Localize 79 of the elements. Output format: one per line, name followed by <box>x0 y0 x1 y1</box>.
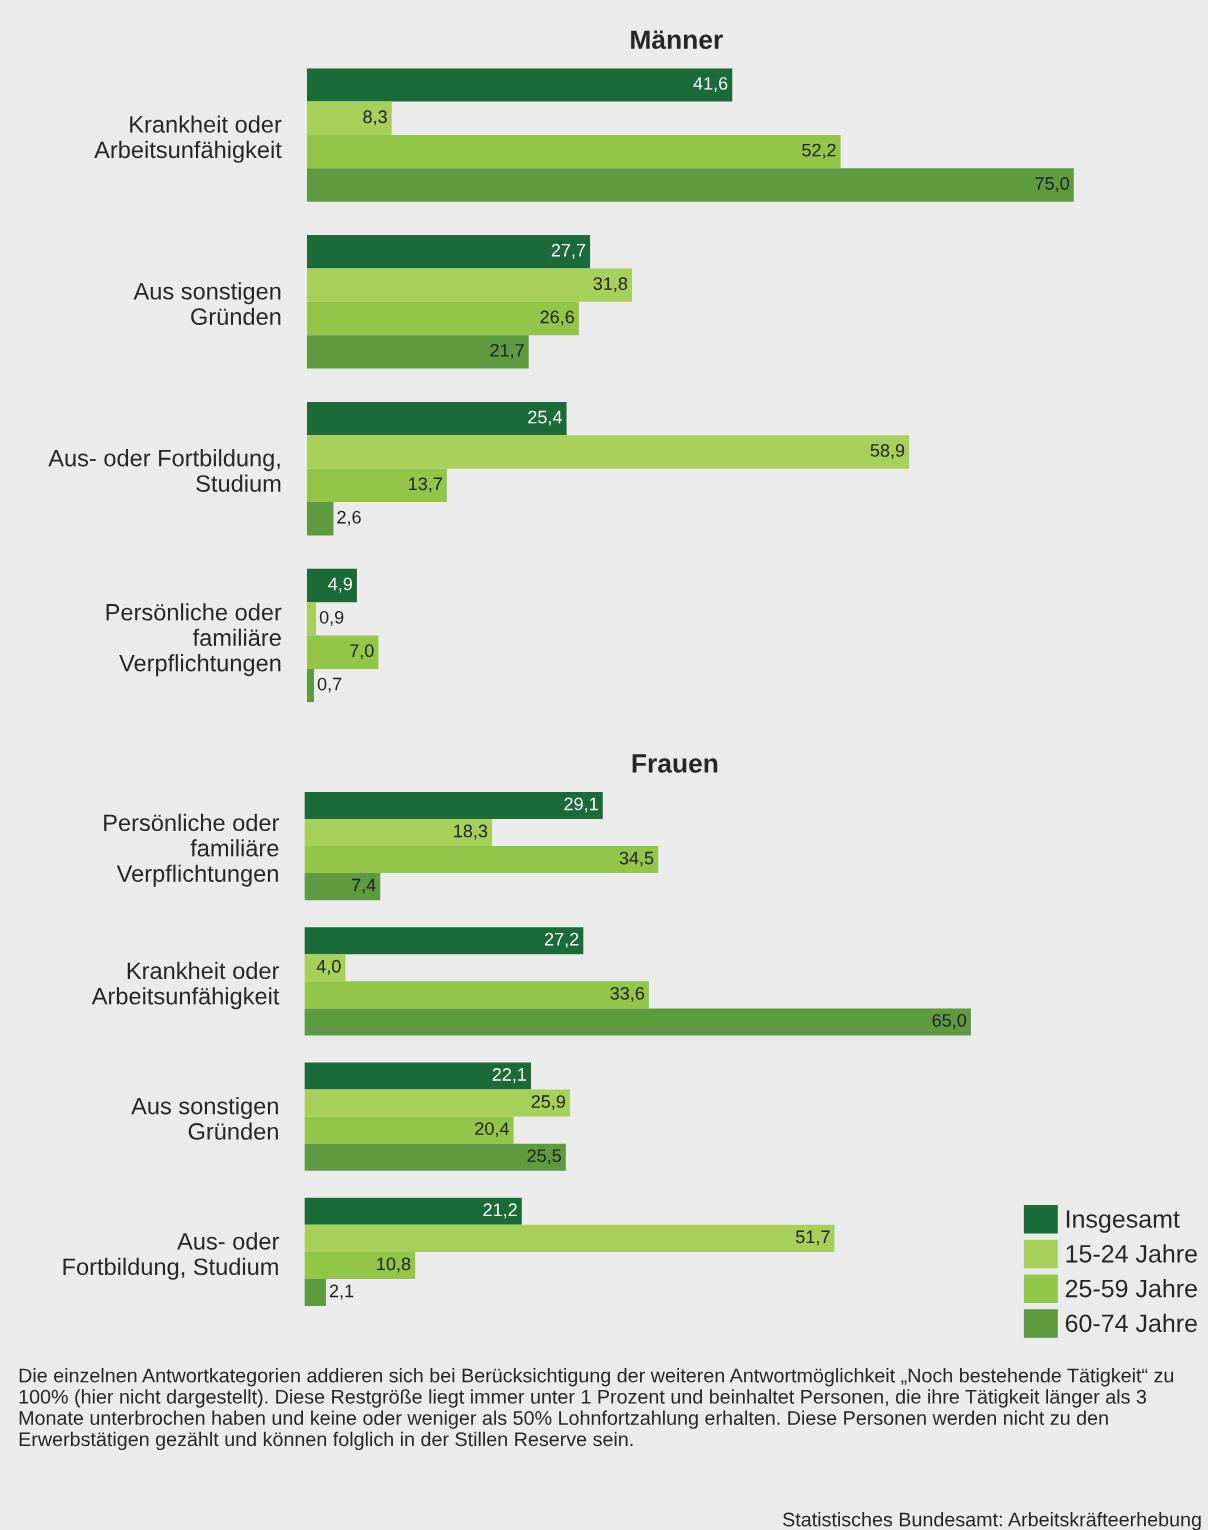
data-label: 4,9 <box>328 577 352 593</box>
bar <box>306 502 334 536</box>
y-tick-label: Aus sonstigen Gründen <box>133 282 281 326</box>
data-label: 0,9 <box>319 610 344 626</box>
chart-title: Frauen <box>632 754 718 773</box>
data-label: 51,7 <box>796 1230 830 1246</box>
data-label: 26,6 <box>540 310 574 326</box>
data-label: 31,8 <box>593 277 628 293</box>
legend-label: 25-59 Jahre <box>1065 1279 1197 1298</box>
data-label: 25,9 <box>531 1095 566 1111</box>
data-label: 33,6 <box>610 986 645 1002</box>
data-label: 7,0 <box>350 644 374 660</box>
bar <box>304 1089 570 1117</box>
bar <box>304 1278 326 1307</box>
data-label: 2,1 <box>329 1284 354 1300</box>
legend-label: Insgesamt <box>1066 1210 1180 1233</box>
bar <box>306 68 733 102</box>
bar <box>306 335 529 369</box>
data-label: 13,7 <box>409 477 442 493</box>
data-label: 21,7 <box>490 343 524 359</box>
bar <box>304 1197 522 1225</box>
bar <box>306 401 567 436</box>
bar <box>306 602 317 636</box>
text: Die einzelnen Antwortkategorien addieren sich bei Berücksichtigung der weiteren Antwortmöglichkeit „Noch bestehende Tätigkeit“ zu 100% (hier nicht dargestellt). Diese Restgröße liegt immer unter 1 Prozent und beinhaltet Personen, die ihre Tätigkeit länger als 3 Monate unterbrochen haben und keine oder weniger als 50% Lohnfortzahlung erhalten. Diese Personen werden nicht zu den Erwerbstätigen gezählt und können folglich in der Stillen Reserve sein. <box>19 1368 1174 1451</box>
chart-title: Männer <box>631 30 723 50</box>
bar <box>304 1251 416 1279</box>
bar <box>306 268 633 302</box>
data-label: 65,0 <box>932 1013 967 1029</box>
bar <box>306 435 910 469</box>
bar <box>304 1224 835 1252</box>
y-tick-label: Persönliche oder familiäre Verpflichtungen <box>106 603 282 677</box>
data-label: 25,4 <box>528 410 562 426</box>
data-label: 21,2 <box>483 1203 517 1219</box>
bar <box>306 668 314 703</box>
data-label: 10,8 <box>377 1257 411 1273</box>
data-label: 29,1 <box>564 797 598 813</box>
data-label: 2,6 <box>337 510 361 526</box>
data-label: 8,3 <box>363 110 387 126</box>
bar <box>306 468 447 503</box>
bar <box>304 1062 532 1090</box>
data-label: 41,6 <box>693 76 728 92</box>
bar <box>304 818 493 847</box>
y-tick-label: Krankheit oder Arbeitsunfähigkeit <box>91 961 280 1010</box>
bar <box>306 301 579 336</box>
bar <box>306 568 357 603</box>
bar <box>306 101 392 135</box>
data-label: 27,2 <box>544 932 579 948</box>
legend-label: 15-24 Jahre <box>1066 1244 1197 1263</box>
data-label: 7,4 <box>352 878 376 894</box>
bar <box>304 1116 514 1144</box>
data-label: 18,3 <box>454 824 488 840</box>
data-label: 25,5 <box>527 1149 562 1165</box>
bar <box>304 1008 971 1036</box>
y-tick-label: Aus- oder Fortbildung, Studium <box>48 449 281 492</box>
data-label: 4,0 <box>316 959 341 975</box>
data-label: 20,4 <box>475 1122 509 1138</box>
data-label: 34,5 <box>619 851 654 867</box>
bar <box>306 635 379 669</box>
data-label: 27,7 <box>551 243 586 259</box>
y-tick-label: Aus- oder Fortbildung, Studium <box>63 1232 280 1280</box>
bar <box>304 1143 566 1171</box>
data-label: 22,1 <box>492 1068 527 1083</box>
data-label: 58,9 <box>870 444 905 459</box>
data-label: 52,2 <box>802 143 836 159</box>
data-label: 0,7 <box>317 677 342 693</box>
data-label: 75,0 <box>1035 177 1069 193</box>
bar <box>304 981 649 1009</box>
bar <box>306 134 841 169</box>
y-tick-label: Aus sonstigen Gründen <box>131 1097 278 1140</box>
text: Statistisches Bundesamt: Arbeitskräfteerhebung <box>783 1512 1201 1530</box>
bar <box>304 873 381 901</box>
legend-label: 60-74 Jahre <box>1065 1313 1197 1333</box>
bar <box>304 791 603 819</box>
bar <box>306 235 591 269</box>
y-tick-label: Persönliche oder familiäre Verpflichtungen <box>104 813 280 887</box>
y-tick-label: Krankheit oder Arbeitsunfähigkeit <box>94 115 282 163</box>
bar <box>304 846 659 874</box>
bar <box>304 927 584 955</box>
bar <box>306 168 1074 202</box>
